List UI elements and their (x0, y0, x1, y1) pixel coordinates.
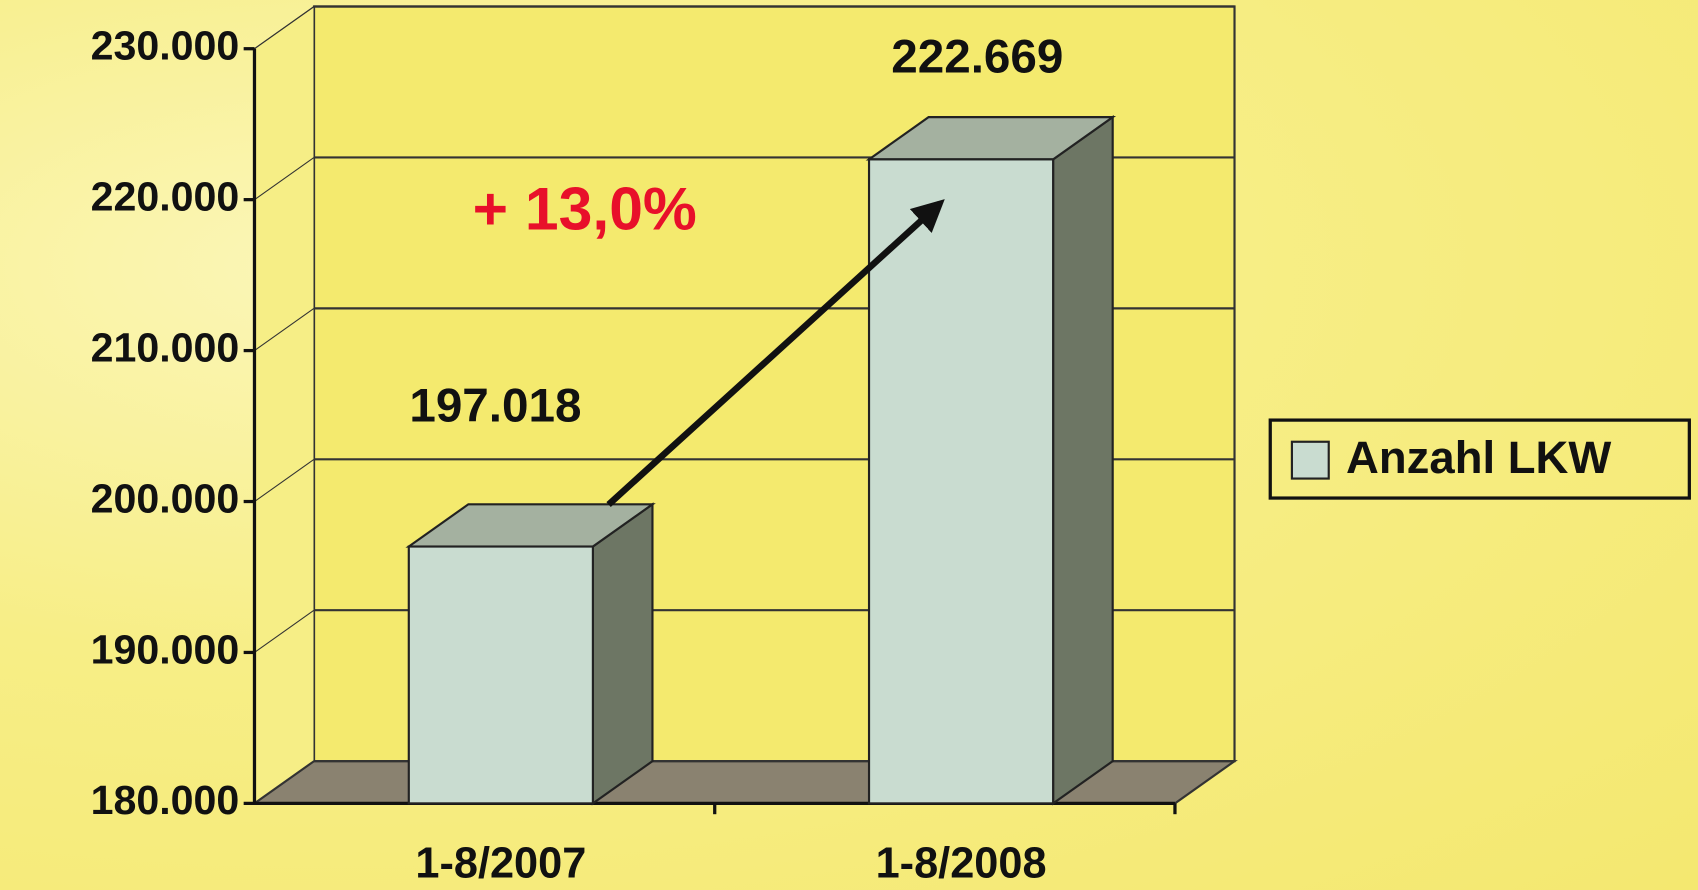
y-tick-label: 190.000 (91, 626, 240, 672)
y-tick-label: 230.000 (91, 23, 240, 69)
value-label: 222.669 (891, 30, 1063, 83)
side-grid-line (254, 6, 315, 50)
y-tick-label: 210.000 (91, 324, 240, 370)
side-grid-line (254, 156, 315, 201)
arrow (606, 199, 945, 507)
x-tick-label: 1-8/2008 (876, 840, 1047, 888)
y-tick-label: 200.000 (91, 475, 240, 521)
annotation: + 13,0% (473, 174, 697, 242)
x-tick-label: 1-8/2007 (415, 840, 586, 888)
side-grid-line (254, 609, 315, 653)
side-grid-line (254, 458, 315, 502)
y-tick-label: 180.000 (91, 777, 240, 823)
y-tick-label: 220.000 (91, 174, 240, 220)
bar (867, 158, 1055, 805)
side-wall (253, 5, 315, 805)
bar-side (1052, 115, 1114, 806)
bar (407, 545, 594, 805)
bars (405, 115, 1117, 806)
bar-side (591, 502, 654, 806)
legend-box (1268, 418, 1691, 500)
legend-label: Anzahl LKW (1346, 432, 1611, 483)
value-label: 197.018 (409, 380, 581, 433)
side-grid-line (254, 760, 315, 804)
side-grid-line (254, 307, 315, 352)
legend-swatch (1290, 440, 1330, 480)
